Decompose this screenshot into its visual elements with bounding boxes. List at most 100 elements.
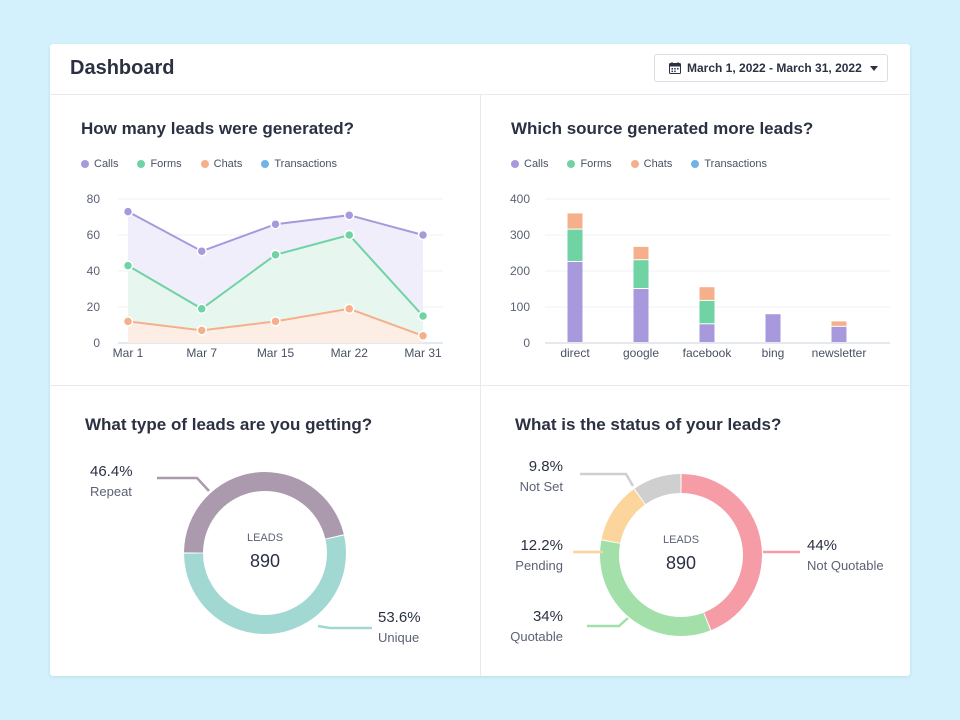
x-tick-label: Mar 31	[404, 346, 442, 360]
donut-slice-quotable	[600, 540, 711, 636]
y-tick-label: 300	[510, 228, 530, 242]
data-point-chats	[196, 325, 207, 336]
slice-percent-label: 12.2%	[520, 537, 563, 554]
y-tick-label: 0	[523, 336, 530, 350]
y-tick-label: 40	[87, 264, 101, 278]
donut-slice-pending	[601, 489, 645, 543]
legend-dot-icon	[81, 160, 89, 168]
x-tick-label: Mar 22	[331, 346, 369, 360]
donut-center-value: 890	[666, 553, 696, 573]
slice-name-label: Quotable	[510, 629, 563, 644]
bar-segment-forms	[699, 300, 715, 324]
data-point-calls	[196, 245, 207, 257]
leads-over-time-legend: Calls Forms Chats Transactions	[81, 158, 356, 170]
label-connector	[587, 617, 629, 628]
x-tick-label: Mar 7	[186, 346, 217, 360]
donut-slice-not-quotable	[681, 474, 762, 631]
bar-segment-calls	[765, 314, 781, 342]
slice-name-label: Pending	[515, 558, 563, 573]
donut-center-label: LEADS	[663, 534, 699, 546]
bar-segment-chats	[831, 321, 847, 326]
slice-percent-label: 9.8%	[529, 458, 563, 475]
legend-label: Calls	[524, 158, 549, 170]
legend-label: Forms	[580, 158, 612, 170]
data-point-chats	[270, 316, 281, 327]
slice-percent-label: 46.4%	[90, 463, 133, 480]
legend-dot-icon	[567, 160, 576, 168]
legend-label: Calls	[94, 158, 119, 170]
lead-types-title: What type of leads are you getting?	[85, 415, 373, 434]
bar-segment-calls	[831, 326, 847, 342]
data-point-calls	[417, 229, 429, 241]
bar-segment-chats	[633, 246, 649, 260]
leads-over-time-legend-item: Transactions	[261, 158, 337, 170]
bar-segment-calls	[633, 289, 649, 342]
slice-name-label: Unique	[378, 630, 419, 645]
donut-center-label: LEADS	[247, 532, 283, 544]
data-point-chats	[344, 303, 355, 315]
legend-label: Transactions	[704, 158, 767, 170]
dashboard-header: Dashboard March 1, 2022 - March 31, 2022	[50, 44, 910, 95]
x-tick-label: Mar 1	[113, 346, 144, 360]
donut-center-value: 890	[250, 551, 280, 571]
y-tick-label: 100	[510, 300, 530, 314]
x-tick-label: google	[623, 346, 659, 360]
data-point-forms	[122, 260, 134, 271]
bar-segment-calls	[699, 324, 715, 342]
leads-by-source-legend-item: Chats	[630, 158, 673, 170]
date-range-label: March 1, 2022 - March 31, 2022	[687, 61, 862, 75]
lead-types-chart: LEADS 890 46.4% Repeat 53.6% Unique	[90, 463, 421, 645]
data-point-calls	[344, 209, 355, 221]
horizontal-divider	[50, 385, 910, 386]
bar-segment-calls	[567, 262, 583, 342]
legend-dot-icon	[630, 160, 639, 168]
data-point-forms	[196, 303, 207, 315]
lead-status-chart: LEADS 890 44% Not Quotable 34% Quotable 12.2% P…	[510, 458, 883, 644]
y-tick-label: 0	[93, 336, 100, 350]
y-tick-label: 400	[510, 192, 530, 206]
bar-segment-chats	[699, 287, 715, 300]
bar-segment-chats	[567, 213, 583, 229]
legend-label: Transactions	[274, 158, 337, 170]
leads-over-time-legend-item: Chats	[200, 158, 242, 170]
leads-by-source-legend-item: Transactions	[691, 158, 767, 170]
lead-status-title: What is the status of your leads?	[515, 415, 782, 434]
leads-over-time-chart: 0 20 40 60 80 Mar 1 Mar 7 Mar 15 Mar 22 Mar 31	[87, 192, 443, 360]
y-tick-label: 200	[510, 264, 530, 278]
legend-label: Forms	[150, 158, 182, 170]
slice-percent-label: 34%	[533, 608, 563, 625]
label-connector	[580, 472, 635, 487]
data-point-forms	[270, 249, 281, 261]
slice-percent-label: 44%	[807, 537, 837, 554]
caret-down-icon	[869, 65, 878, 71]
donut-slice-unique	[184, 535, 346, 634]
leads-over-time-legend-item: Calls	[81, 158, 118, 170]
donut-slice-not-set	[634, 474, 681, 505]
calendar-icon	[669, 62, 681, 74]
data-point-chats	[122, 316, 134, 327]
leads-by-source-chart: 0 100 200 300 400 direct google facebook bing new…	[510, 192, 890, 360]
date-range-picker[interactable]: March 1, 2022 - March 31, 2022	[654, 54, 888, 82]
leads-by-source-legend-item: Calls	[511, 158, 548, 170]
label-connector	[317, 624, 372, 630]
donut-slice-repeat	[184, 472, 344, 553]
x-tick-label: Mar 15	[257, 346, 295, 360]
data-point-calls	[270, 218, 281, 230]
leads-by-source-title: Which source generated more leads?	[511, 119, 814, 138]
label-connector	[157, 476, 210, 492]
leads-over-time-legend-item: Forms	[137, 158, 182, 170]
slice-name-label: Not Set	[520, 479, 564, 494]
leads-by-source-legend-item: Forms	[567, 158, 612, 170]
x-tick-label: facebook	[683, 346, 733, 360]
data-point-calls	[122, 206, 134, 217]
bar-segment-forms	[567, 229, 583, 261]
legend-dot-icon	[261, 160, 270, 168]
y-tick-label: 60	[87, 228, 101, 242]
legend-dot-icon	[200, 160, 209, 168]
slice-name-label: Repeat	[90, 484, 132, 499]
leads-by-source-legend: Calls Forms Chats Transactions	[511, 158, 786, 170]
dashboard-card: Dashboard March 1, 2022 - March 31, 2022…	[50, 44, 910, 676]
page-title: Dashboard	[70, 57, 175, 79]
legend-label: Chats	[643, 158, 673, 170]
bar-segment-forms	[633, 260, 649, 288]
